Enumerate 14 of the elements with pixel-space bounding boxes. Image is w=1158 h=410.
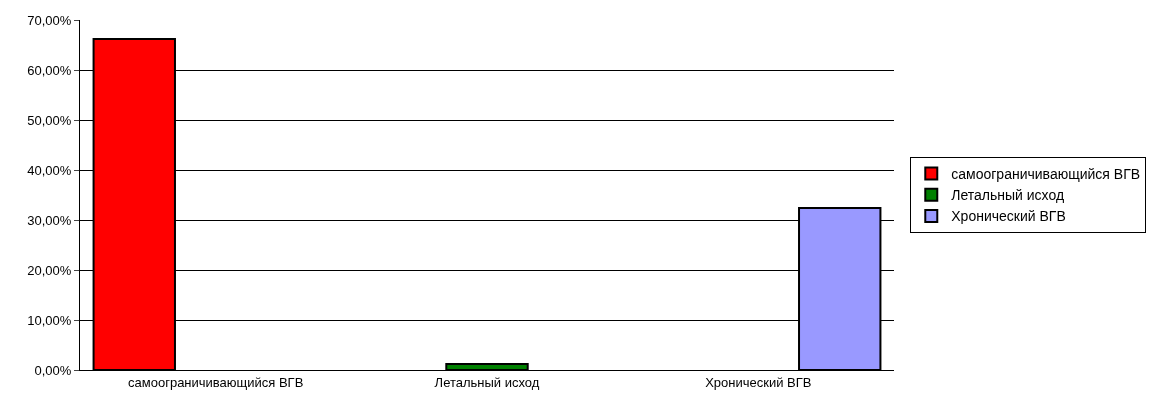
legend-label: самоограничивающийся ВГВ	[951, 166, 1141, 183]
y-tick-label: 0,00%	[34, 362, 72, 378]
x-tick-label: самоограничивающийся ВГВ	[128, 374, 304, 390]
x-tick-label: Хронический ВГВ	[705, 374, 812, 390]
y-tick-label: 70,00%	[27, 12, 72, 28]
x-tick-label: Летальный исход	[434, 374, 540, 390]
y-tick-label: 30,00%	[27, 212, 72, 228]
y-tick-label: 50,00%	[27, 112, 72, 128]
legend-label: Хронический ВГВ	[951, 208, 1066, 225]
y-tick-label: 20,00%	[27, 262, 72, 278]
legend-label: Летальный исход	[951, 187, 1065, 204]
y-tick-label: 10,00%	[27, 312, 72, 328]
y-tick-label: 60,00%	[27, 62, 72, 78]
y-tick-label: 40,00%	[27, 162, 72, 178]
